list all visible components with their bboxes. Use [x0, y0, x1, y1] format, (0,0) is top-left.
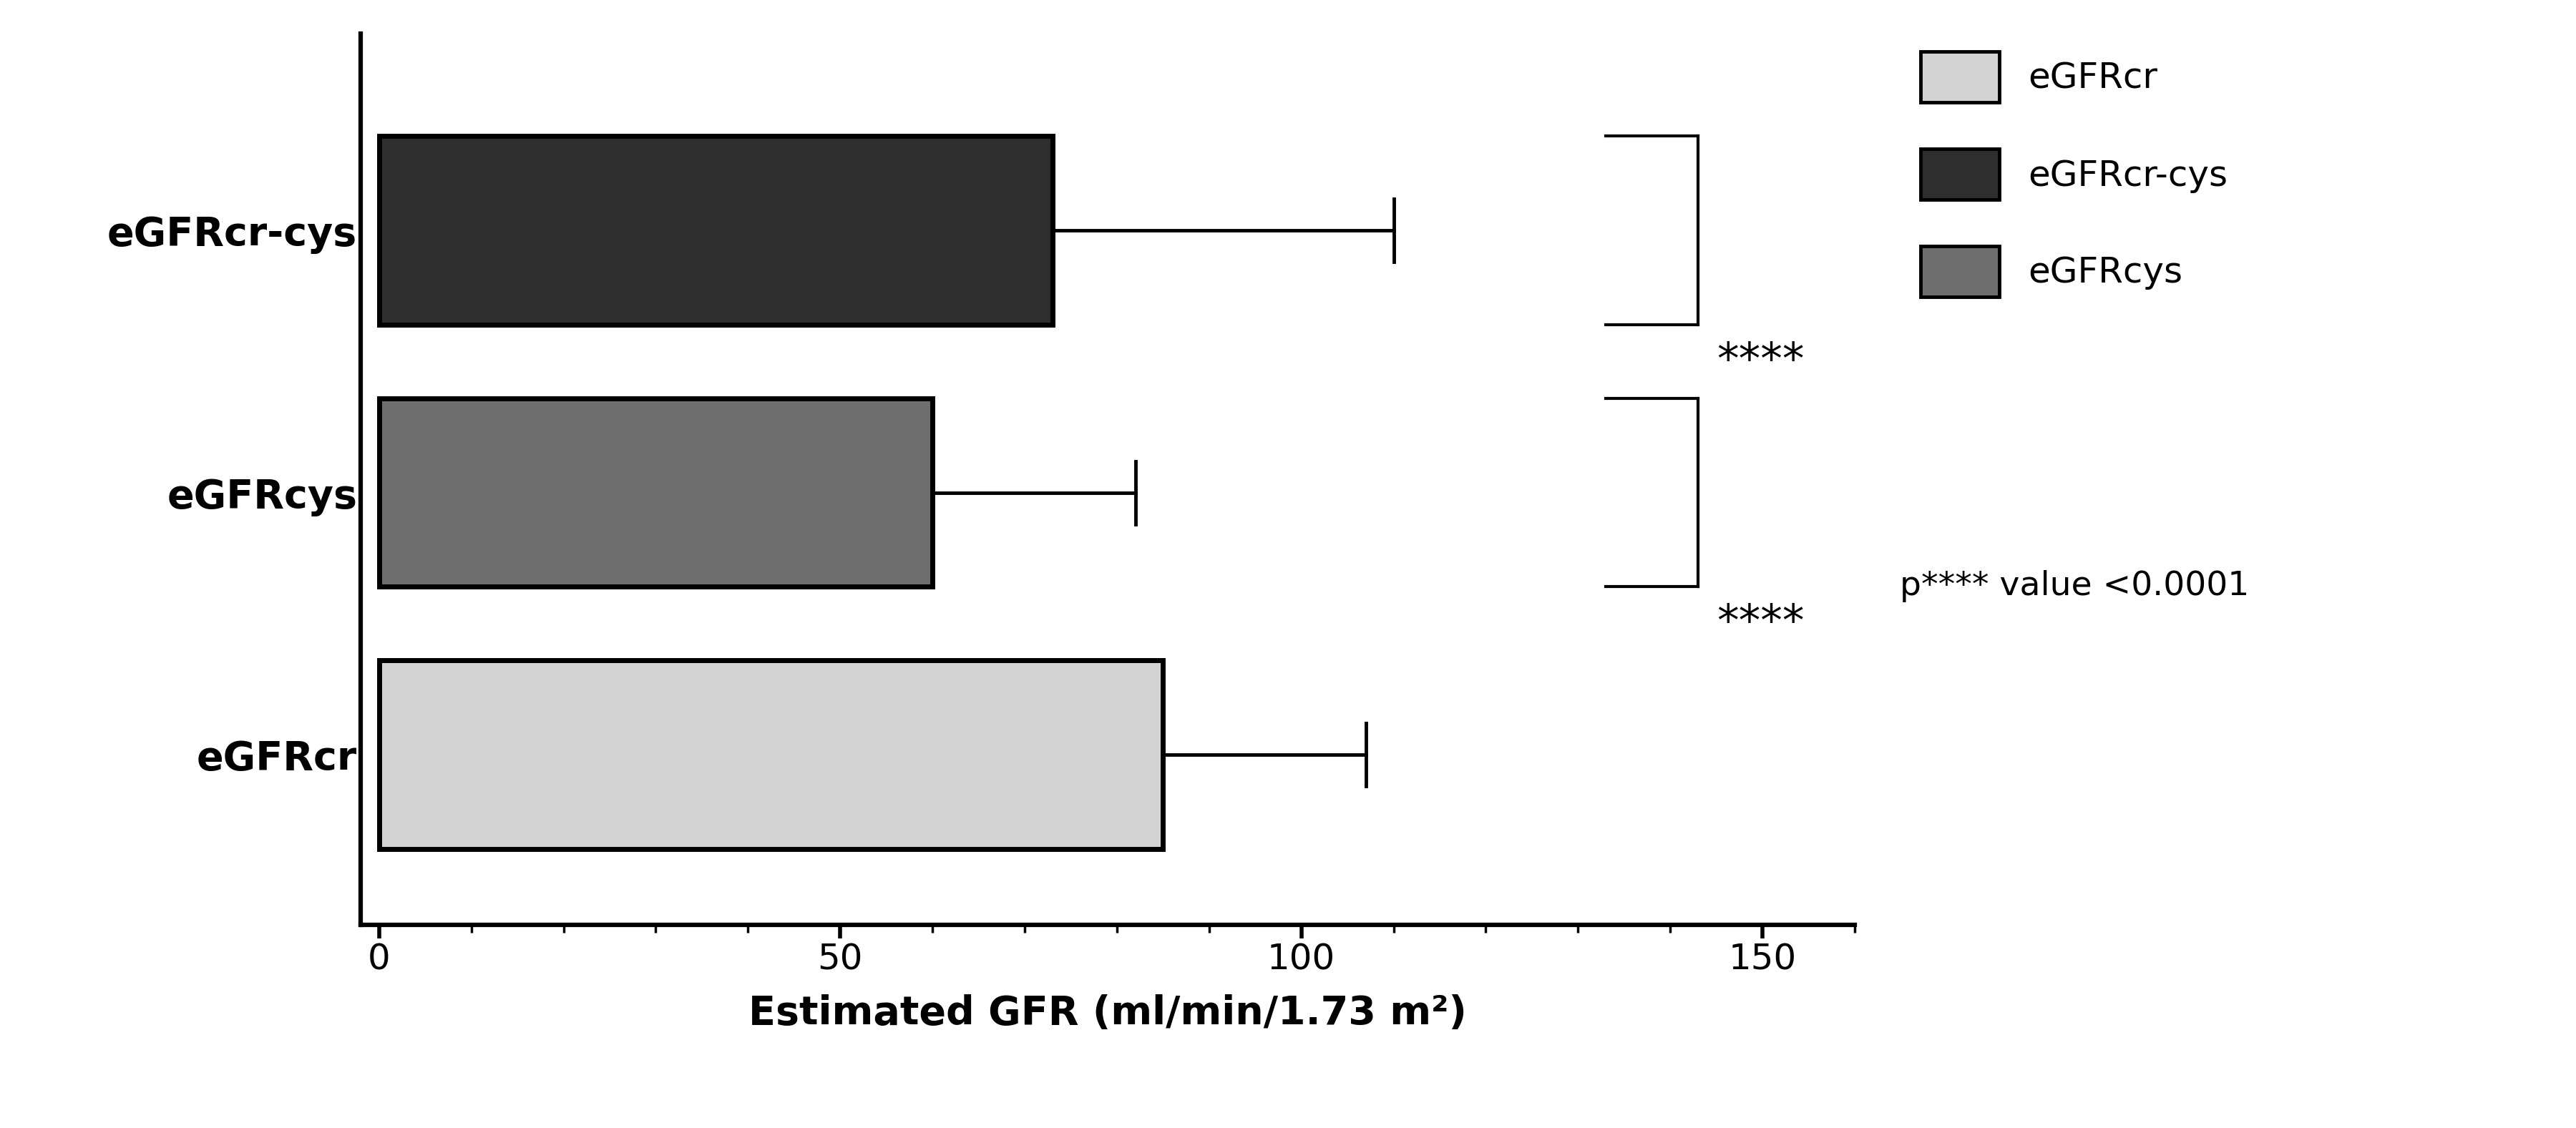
- Text: ****: ****: [1716, 341, 1803, 382]
- X-axis label: Estimated GFR (ml/min/1.73 m²): Estimated GFR (ml/min/1.73 m²): [750, 995, 1466, 1033]
- Bar: [379, 398, 933, 587]
- Text: ****: ****: [1716, 602, 1803, 645]
- Legend: eGFRcr, eGFRcr-cys, eGFRcys: eGFRcr, eGFRcr-cys, eGFRcys: [1904, 34, 2246, 315]
- Bar: [379, 136, 1054, 325]
- Text: p**** value <0.0001: p**** value <0.0001: [1899, 571, 2249, 602]
- Bar: [379, 660, 1162, 849]
